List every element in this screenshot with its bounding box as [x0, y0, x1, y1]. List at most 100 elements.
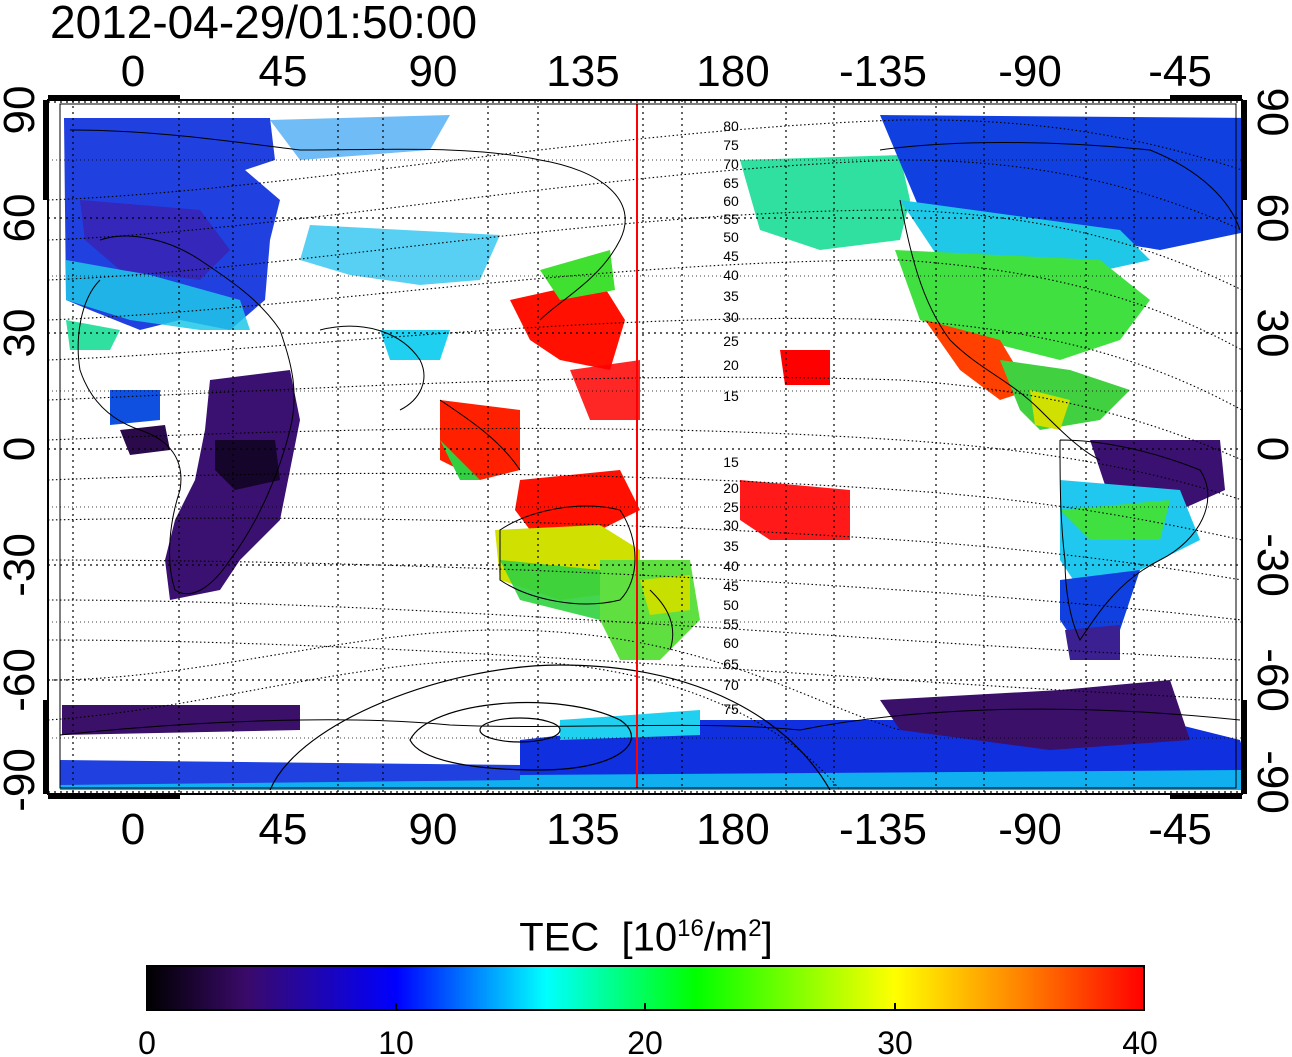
tec-region-antarctica-purple: [880, 680, 1190, 750]
tec-region-arctic-russia: [270, 115, 450, 160]
x-tick-top: -135: [839, 47, 927, 96]
colorbar-ticks: 0 10 20 30 40: [138, 1025, 1158, 1057]
y-tick-right: 60: [1248, 194, 1292, 243]
tec-region-hawaii: [780, 350, 830, 385]
map-inner-frame: [59, 103, 1237, 789]
x-tick-bottom: 45: [259, 805, 308, 854]
x-tick-bottom: 0: [121, 805, 145, 854]
y-axis-right: 90 60 30 0 -30 -60 -90: [1248, 88, 1292, 814]
contour-label: 70: [723, 677, 739, 693]
contour-label: 50: [723, 597, 739, 613]
y-tick-right: 90: [1248, 88, 1292, 137]
colorbar-tick: 0: [138, 1025, 156, 1057]
tec-region-europe-cyan: [66, 260, 250, 330]
colorbar-title-main: TEC: [519, 915, 600, 960]
x-tick-top: -45: [1148, 47, 1212, 96]
colorbar-title: TEC [1016/m2]: [0, 904, 1292, 962]
tec-region-seasia: [440, 400, 520, 480]
geomagnetic-contours: [48, 119, 1242, 791]
y-tick-right: -60: [1248, 648, 1292, 712]
colorbar-title-unit-open: [10: [621, 915, 678, 960]
contour-label: 20: [723, 480, 739, 496]
contour-label: 65: [723, 175, 739, 191]
contour-label: 30: [723, 309, 739, 325]
tec-region-africa-dark: [215, 440, 280, 490]
colorbar-tick: 40: [1122, 1025, 1158, 1057]
colorbar-title-exp1: 16: [677, 915, 704, 942]
y-tick-right: -30: [1248, 533, 1292, 597]
tec-region-antarctica-west: [60, 760, 520, 785]
contour-labels: 80 75 70 65 60 55 50 45 40 35 30 25 20 1…: [723, 118, 739, 717]
tec-region-patagonia-purple: [1065, 625, 1120, 660]
tec-region-china-green: [540, 250, 615, 300]
colorbar-tick: 30: [877, 1025, 913, 1057]
contour-label: 60: [723, 635, 739, 651]
tec-region-north-australia: [515, 470, 640, 530]
contour-label: 15: [723, 388, 739, 404]
x-tick-bottom: 90: [409, 805, 458, 854]
x-tick-top: 45: [259, 47, 308, 96]
colorbar-tick: 10: [378, 1025, 414, 1057]
south-pole-contours: [269, 664, 831, 791]
y-tick-left: 60: [0, 194, 44, 243]
y-tick-left: 0: [0, 437, 44, 461]
y-axis-left: 90 60 30 0 -30 -60 -90: [0, 86, 44, 812]
tec-region-west-africa: [110, 390, 160, 425]
y-tick-right: 30: [1248, 309, 1292, 358]
contour-label: 15: [723, 454, 739, 470]
x-tick-top: 90: [409, 47, 458, 96]
tec-region-antarctica-cyan: [560, 710, 700, 740]
colorbar-title-unit-mid: /m: [703, 915, 749, 960]
contour-label: 55: [723, 616, 739, 632]
x-tick-bottom: 135: [546, 805, 619, 854]
x-tick-bottom: -135: [839, 805, 927, 854]
tec-region-west-africa-dark: [120, 425, 170, 455]
contour-label: 25: [723, 499, 739, 515]
tec-region-caribbean: [1030, 390, 1070, 430]
y-tick-left: 30: [0, 309, 44, 358]
colorbar-tick: 20: [627, 1025, 663, 1057]
timestamp-title: 2012-04-29/01:50:00: [50, 0, 478, 48]
contour-label: 45: [723, 248, 739, 264]
y-tick-right: -90: [1248, 750, 1292, 814]
contour-label: 75: [723, 137, 739, 153]
x-tick-bottom: 180: [696, 805, 769, 854]
contour-label: 75: [723, 701, 739, 717]
x-tick-bottom: -45: [1148, 805, 1212, 854]
x-tick-top: 0: [121, 47, 145, 96]
y-tick-left: -90: [0, 748, 44, 812]
contour-label: 35: [723, 288, 739, 304]
colorbar-title-exp2: 2: [748, 915, 762, 942]
tec-region-alaska: [740, 155, 910, 250]
coastlines: [59, 129, 1241, 736]
tec-region-south-pacific: [740, 480, 850, 540]
graticule: [48, 100, 1242, 794]
tec-region-pacific-red: [570, 360, 640, 420]
x-tick-top: 135: [546, 47, 619, 96]
x-tick-bottom: -90: [998, 805, 1062, 854]
y-tick-left: -30: [0, 533, 44, 597]
contour-label: 40: [723, 267, 739, 283]
colorbar-tick-marks: [395, 1003, 896, 1010]
contour-label: 20: [723, 357, 739, 373]
x-tick-top: -90: [998, 47, 1062, 96]
tec-region-siberia: [300, 225, 500, 285]
colorbar-title-unit-close: ]: [761, 915, 773, 960]
contour-label: 50: [723, 229, 739, 245]
contour-label: 35: [723, 538, 739, 554]
x-tick-top: 180: [696, 47, 769, 96]
tec-region-mediterranean: [66, 320, 120, 350]
tec-region-nz-yellow: [640, 575, 690, 615]
tec-region-india: [380, 330, 450, 360]
tec-region-antarctica-purple-west: [62, 705, 300, 735]
tec-data-layer: [60, 115, 1242, 790]
x-axis-bottom: 0 45 90 135 180 -135 -90 -45: [121, 805, 1212, 854]
contour-label: 40: [723, 558, 739, 574]
contour-label: 45: [723, 578, 739, 594]
tec-region-mexico: [925, 320, 1030, 400]
tec-region-seasia-green: [440, 440, 480, 480]
y-tick-left: 90: [0, 86, 44, 135]
contour-label: 70: [723, 156, 739, 172]
colorbar: [146, 965, 1145, 1011]
